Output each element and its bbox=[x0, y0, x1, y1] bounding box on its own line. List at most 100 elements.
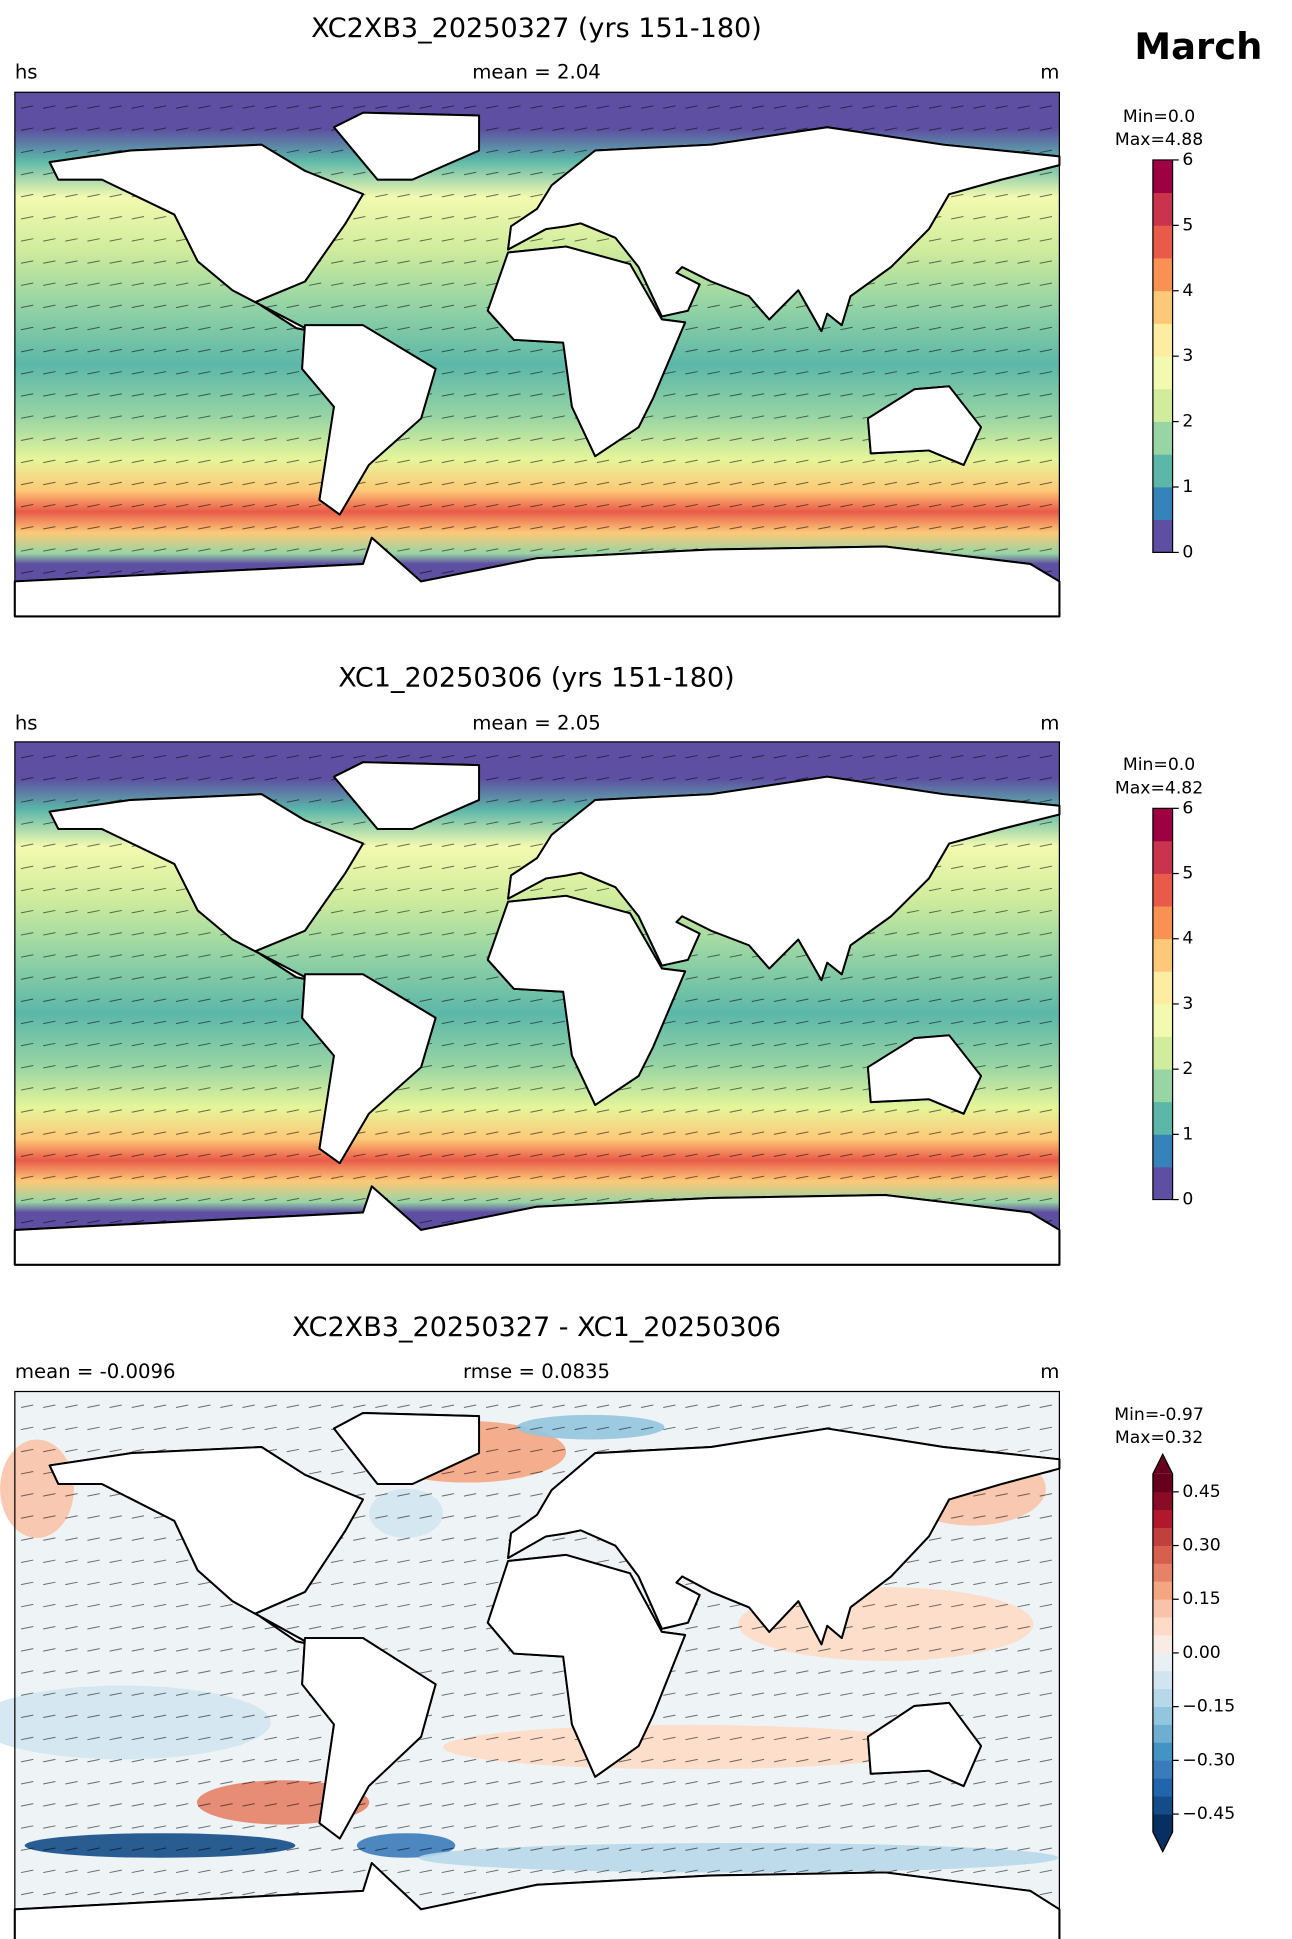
wave-arrow bbox=[375, 503, 388, 508]
wave-arrow bbox=[131, 526, 145, 530]
wave-arrow bbox=[153, 932, 167, 936]
wave-arrow bbox=[685, 127, 698, 131]
wave-arrow bbox=[751, 526, 765, 530]
wave-arrow bbox=[485, 1426, 499, 1431]
wave-arrow bbox=[131, 1404, 145, 1408]
wave-arrow bbox=[884, 459, 898, 464]
wave-arrow bbox=[65, 193, 78, 198]
wave-arrow bbox=[995, 777, 1008, 781]
wave-arrow bbox=[441, 393, 455, 397]
wave-arrow bbox=[928, 909, 942, 914]
wave-arrow bbox=[1017, 1087, 1030, 1091]
wave-arrow bbox=[508, 415, 521, 419]
wave-arrow bbox=[463, 171, 477, 176]
land bbox=[866, 1034, 983, 1115]
wave-arrow bbox=[419, 1404, 433, 1408]
wave-arrow bbox=[220, 1197, 233, 1202]
wave-arrow bbox=[43, 1404, 56, 1408]
wave-arrow bbox=[87, 1537, 100, 1541]
wave-arrow bbox=[1039, 1515, 1053, 1519]
wave-arrow bbox=[441, 865, 455, 870]
wave-arrow bbox=[663, 1781, 676, 1785]
wave-arrow bbox=[286, 954, 300, 958]
wave-arrow bbox=[286, 998, 300, 1002]
wave-arrow bbox=[419, 348, 433, 353]
label-left: mean = -0.0096 bbox=[15, 1360, 176, 1383]
wave-arrow bbox=[508, 437, 521, 441]
wave-arrow bbox=[530, 348, 543, 353]
wave-arrow bbox=[973, 481, 986, 486]
wave-arrow bbox=[87, 1020, 100, 1025]
wave-arrow bbox=[419, 503, 433, 508]
wave-arrow bbox=[242, 1670, 255, 1674]
wave-arrow bbox=[153, 1064, 167, 1069]
wave-arrow bbox=[286, 1603, 300, 1608]
wave-arrow bbox=[928, 754, 942, 759]
wave-arrow bbox=[751, 1847, 765, 1851]
wave-arrow bbox=[43, 1692, 56, 1696]
wave-arrow bbox=[353, 932, 366, 936]
wave-arrow bbox=[552, 1847, 565, 1851]
colorbar-tick-label: 0.45 bbox=[1182, 1482, 1220, 1502]
land bbox=[301, 973, 437, 1165]
wave-arrow bbox=[175, 1626, 189, 1630]
wave-arrow bbox=[441, 976, 455, 980]
wave-arrow bbox=[906, 503, 920, 508]
wave-arrow bbox=[951, 326, 964, 331]
wave-arrow bbox=[463, 1175, 477, 1180]
wave-arrow bbox=[109, 887, 122, 892]
wave-arrow bbox=[818, 1042, 831, 1047]
wave-arrow bbox=[973, 1559, 986, 1564]
wave-arrow bbox=[43, 1626, 56, 1630]
label-right: m bbox=[1040, 1360, 1059, 1383]
wave-arrow bbox=[463, 437, 477, 441]
wave-arrow bbox=[308, 1869, 322, 1874]
wave-arrow bbox=[65, 1559, 78, 1564]
wave-arrow bbox=[596, 887, 610, 892]
wave-arrow bbox=[397, 1493, 410, 1497]
wave-arrow bbox=[375, 887, 388, 892]
wave-arrow bbox=[308, 304, 322, 309]
wave-arrow bbox=[87, 548, 100, 552]
wave-arrow bbox=[375, 526, 388, 530]
wave-arrow bbox=[441, 1559, 455, 1564]
wave-arrow bbox=[485, 1714, 499, 1719]
wave-arrow bbox=[729, 1847, 743, 1851]
wave-arrow bbox=[65, 1197, 78, 1202]
wave-arrow bbox=[485, 481, 499, 486]
wave-arrow bbox=[198, 1153, 211, 1157]
wave-arrow bbox=[973, 777, 986, 781]
wave-arrow bbox=[242, 459, 255, 464]
wave-arrow bbox=[397, 326, 410, 331]
wave-arrow bbox=[1039, 1581, 1053, 1586]
wave-arrow bbox=[242, 1803, 255, 1807]
wave-arrow bbox=[906, 526, 920, 530]
wave-arrow bbox=[951, 777, 964, 781]
wave-arrow bbox=[751, 1869, 765, 1874]
wave-arrow bbox=[109, 1087, 122, 1091]
wave-arrow bbox=[242, 1781, 255, 1785]
wave-arrow bbox=[906, 1825, 920, 1829]
wave-arrow bbox=[729, 1648, 743, 1652]
wave-arrow bbox=[308, 1131, 322, 1135]
wave-arrow bbox=[308, 1175, 322, 1180]
wave-arrow bbox=[109, 1803, 122, 1807]
wave-arrow bbox=[552, 238, 565, 242]
wave-arrow bbox=[1039, 304, 1053, 309]
wave-arrow bbox=[995, 1781, 1008, 1785]
wave-arrow bbox=[175, 909, 189, 914]
wave-arrow bbox=[884, 1175, 898, 1180]
land bbox=[486, 245, 687, 458]
wave-arrow bbox=[973, 260, 986, 264]
wave-arrow bbox=[198, 1175, 211, 1180]
wave-arrow bbox=[1017, 216, 1030, 220]
wave-arrow bbox=[65, 1692, 78, 1696]
wave-arrow bbox=[751, 1670, 765, 1674]
wave-arrow bbox=[397, 481, 410, 486]
wave-arrow bbox=[353, 548, 366, 552]
wave-arrow bbox=[264, 1109, 277, 1113]
wave-arrow bbox=[906, 1648, 920, 1652]
wave-arrow bbox=[43, 1891, 56, 1896]
wave-arrow bbox=[640, 1847, 654, 1851]
wave-arrow bbox=[995, 238, 1008, 242]
